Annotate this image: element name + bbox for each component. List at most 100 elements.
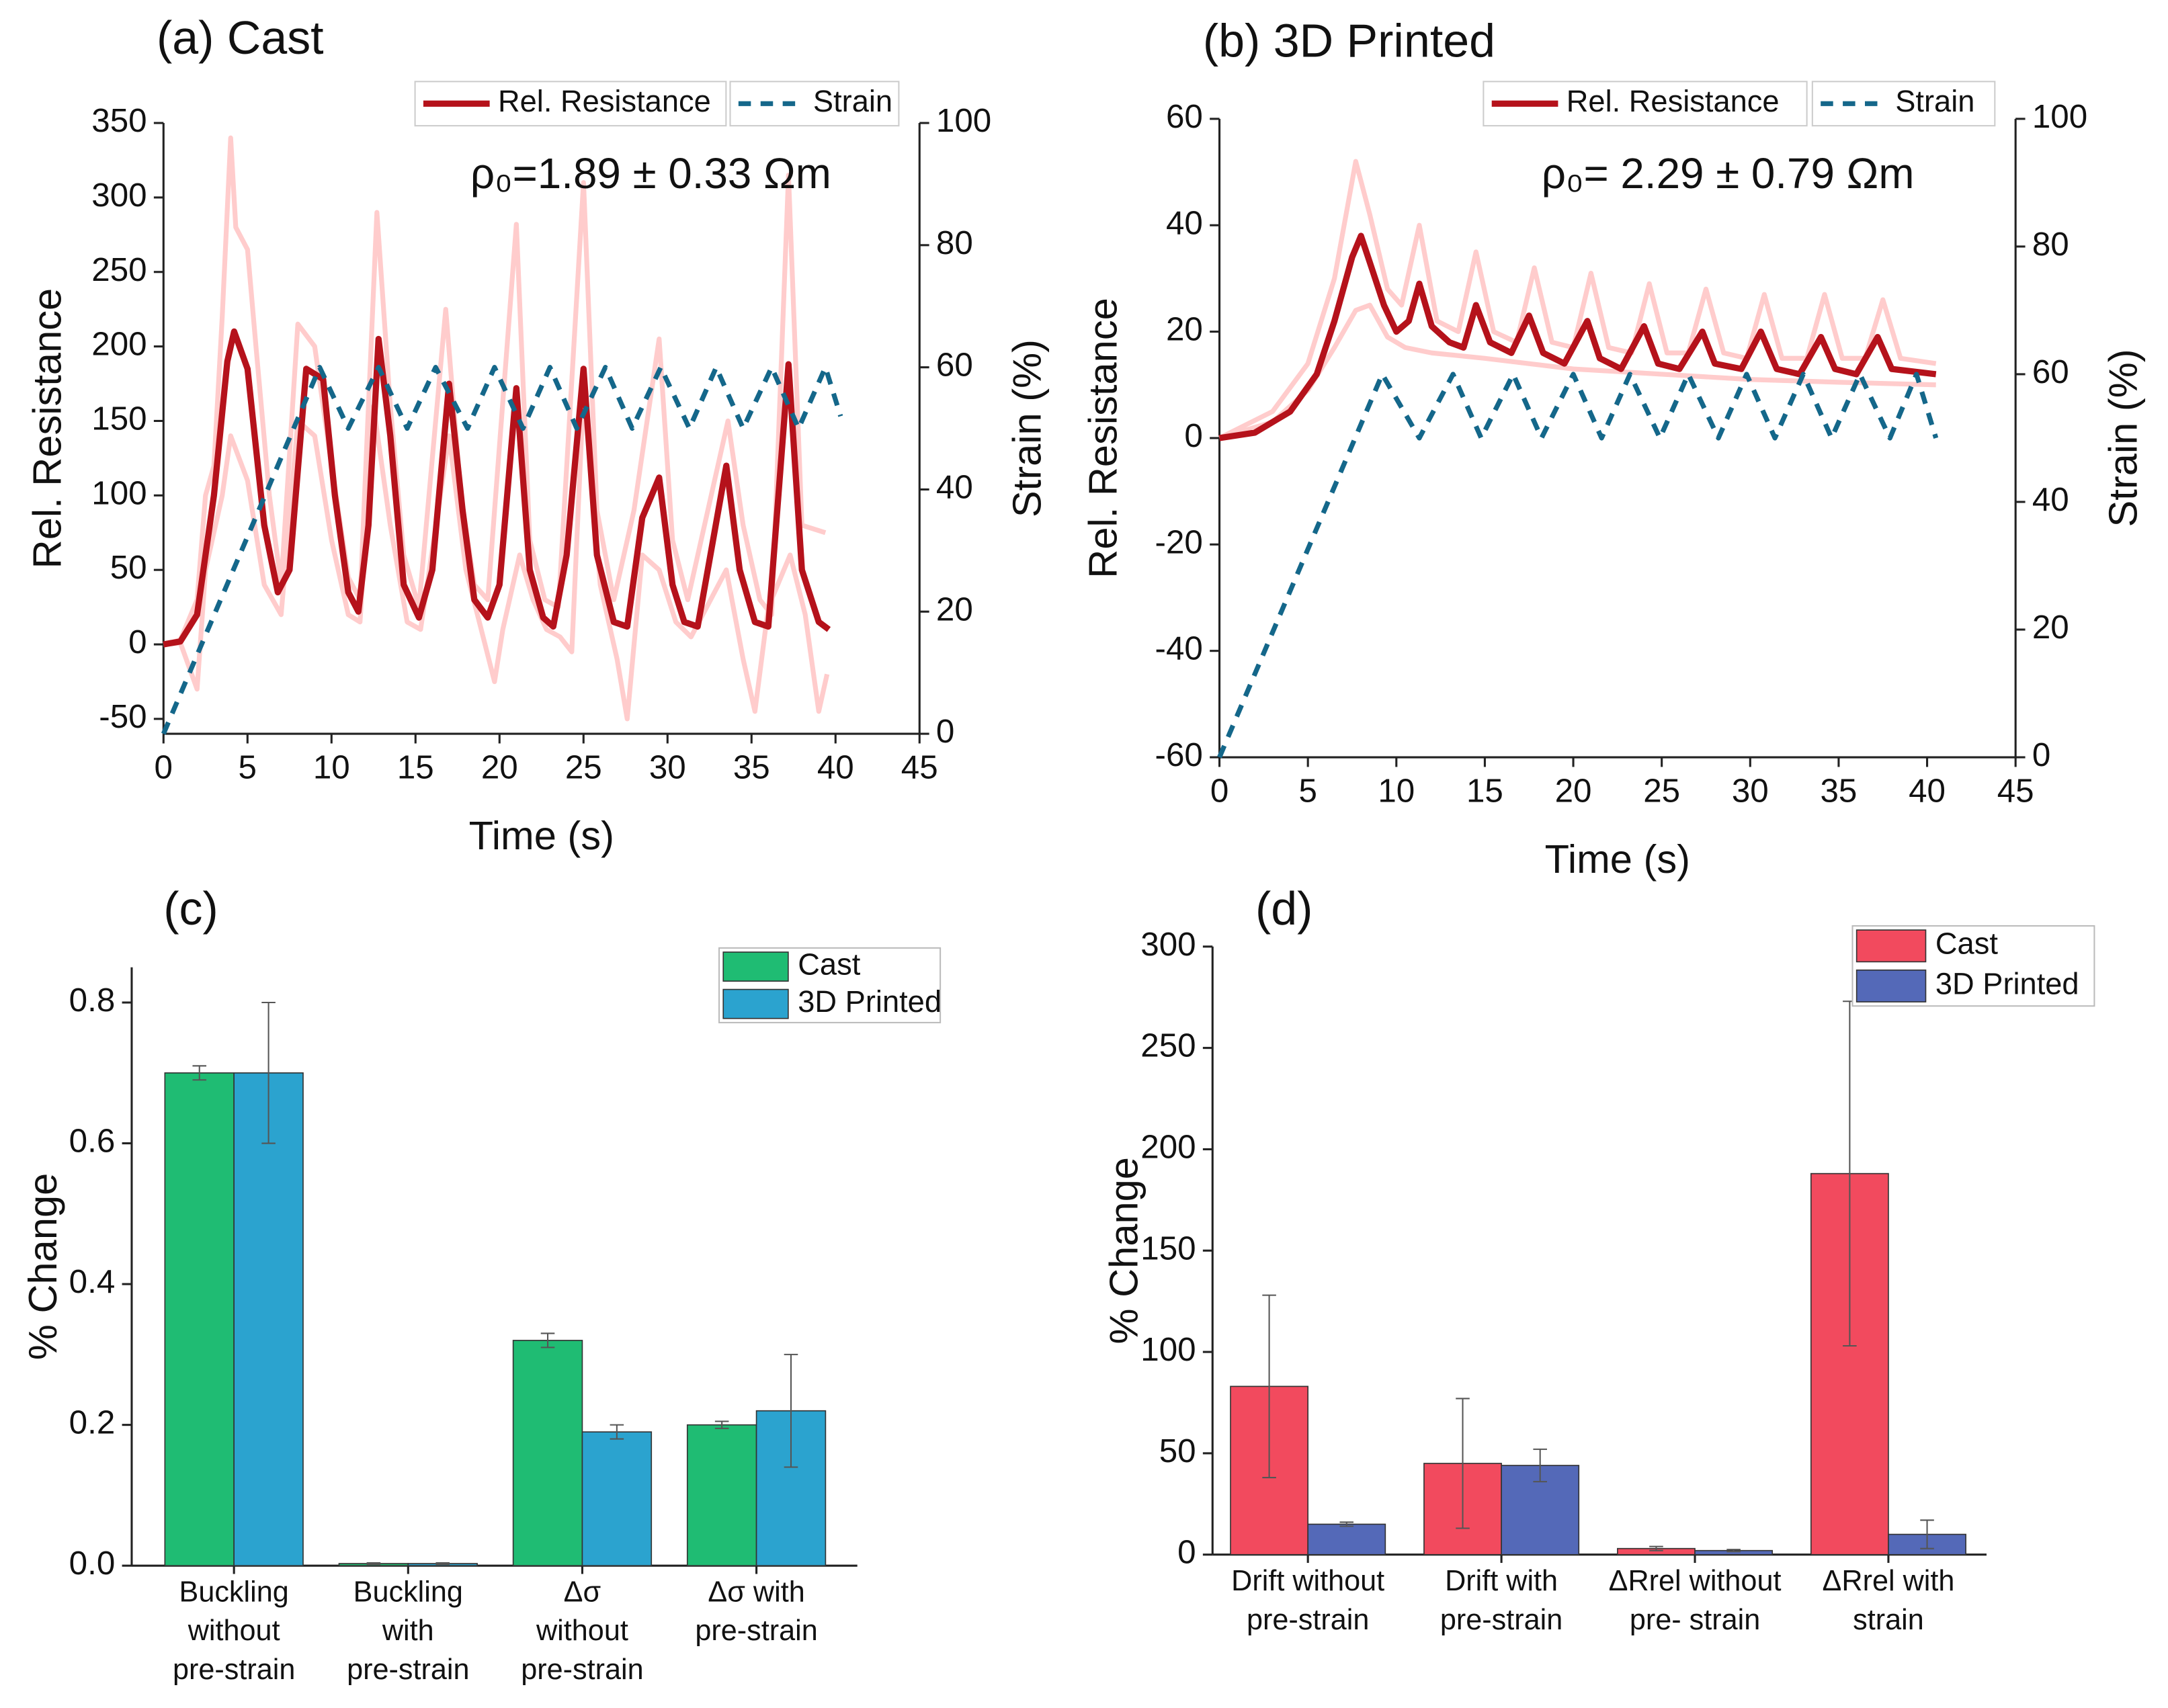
x-tick-label-box: ΔRrel without pre- strain — [1608, 1566, 1782, 1637]
annotation: ρ₀=1.89 ± 0.33 Ωm — [470, 149, 831, 198]
x-tick-label: Buckling with pre-strain — [347, 1576, 470, 1686]
series-line — [161, 365, 843, 735]
y-tick-label: 100 — [2032, 98, 2087, 135]
x-tick-label-box: Buckling with pre-strain — [347, 1576, 470, 1686]
y-tick-label: 100 — [1140, 1331, 1196, 1368]
legend-swatch — [722, 951, 789, 982]
chart-title: (d) — [1255, 882, 1312, 935]
x-tick-label-box: ΔRrel with strain — [1822, 1566, 1955, 1637]
error-bar — [1533, 1448, 1547, 1483]
y-tick-label: 0.8 — [69, 982, 116, 1019]
bar — [581, 1431, 653, 1566]
legend-swatch — [722, 988, 789, 1019]
y-tick-label: 100 — [91, 474, 147, 511]
y-tick-label: -20 — [1155, 523, 1203, 560]
y-tick-label: 60 — [2032, 353, 2069, 390]
y-tick-label: 150 — [91, 400, 147, 437]
legend-label: 3D Printed — [1935, 966, 2079, 1000]
y-tick-label: 20 — [1166, 311, 1203, 348]
x-tick-label-box: Drift without pre-strain — [1231, 1566, 1385, 1637]
x-tick-label: 0 — [1210, 773, 1228, 810]
legend-swatch — [1856, 969, 1927, 1002]
x-tick-label: 10 — [313, 749, 350, 786]
y-tick-label: 0.2 — [69, 1404, 116, 1441]
y-tick-label: 350 — [91, 102, 147, 139]
y-tick-label: 0.0 — [69, 1545, 116, 1582]
x-tick-label: ΔRrel without pre- strain — [1608, 1566, 1782, 1637]
y-tick-label: 150 — [1140, 1230, 1196, 1267]
x-tick-label: 40 — [817, 749, 854, 786]
series-line — [1218, 232, 1937, 441]
error-bar — [540, 1332, 555, 1349]
legend-label: Cast — [798, 947, 860, 982]
x-tick-label: 15 — [1466, 773, 1503, 810]
y-tick-label: 80 — [936, 224, 973, 261]
annotation: ρ₀= 2.29 ± 0.79 Ωm — [1542, 149, 1915, 198]
y-tick-label: 40 — [1166, 204, 1203, 241]
y-tick-label: -50 — [99, 698, 147, 735]
error-bar — [1920, 1519, 1934, 1549]
y-tick-label: 50 — [110, 549, 147, 586]
y-tick-label: 300 — [1140, 926, 1196, 963]
y-tick-label: 40 — [936, 468, 973, 505]
y-axis-label: Rel. Resistance — [24, 288, 69, 569]
y2-axis-label: Strain (%) — [1005, 339, 1050, 517]
x-tick-label: Buckling without pre-strain — [172, 1576, 296, 1686]
error-bar — [1456, 1398, 1470, 1529]
x-tick-label: 10 — [1378, 773, 1415, 810]
y-tick-label: 300 — [91, 177, 147, 214]
band-line — [163, 135, 827, 647]
x-tick-label: Drift without pre-strain — [1231, 1566, 1385, 1637]
error-bar — [1649, 1545, 1663, 1551]
y-tick-label: 0.4 — [69, 1263, 116, 1300]
x-tick-label: Δσ without pre-strain — [521, 1576, 644, 1686]
x-tick-label: 45 — [901, 749, 938, 786]
x-tick-label: 5 — [1298, 773, 1317, 810]
y-tick-label: 60 — [1166, 98, 1203, 135]
chart-title: (a) Cast — [157, 11, 324, 64]
legend-label: Cast — [1935, 927, 1998, 961]
legend-swatch — [1856, 929, 1927, 963]
chart-title: (b) 3D Printed — [1203, 14, 1495, 67]
x-axis-label: Time (s) — [469, 813, 614, 858]
x-tick-label: 45 — [1997, 773, 2034, 810]
error-bar — [261, 1002, 276, 1144]
y-tick-label: -40 — [1155, 630, 1203, 667]
x-tick-label: 40 — [1909, 773, 1946, 810]
chart-title: (c) — [163, 882, 218, 935]
x-axis-label: Time (s) — [1545, 837, 1690, 882]
x-tick-label: Δσ with pre-strain — [695, 1576, 818, 1648]
x-tick-label: ΔRrel with strain — [1822, 1566, 1955, 1637]
y2-axis-label: Strain (%) — [2100, 349, 2145, 527]
band-line — [1218, 159, 1937, 441]
x-tick-label: 30 — [649, 749, 686, 786]
x-tick-label: 30 — [1732, 773, 1769, 810]
y-tick-label: 0 — [1177, 1534, 1196, 1571]
y-tick-label: -60 — [1155, 736, 1203, 773]
bar — [512, 1340, 583, 1566]
y-tick-label: 50 — [1159, 1433, 1196, 1469]
legend-label: Rel. Resistance — [1567, 84, 1780, 118]
legend-label: 3D Printed — [798, 984, 942, 1019]
error-bar — [1262, 1294, 1276, 1479]
y-tick-label: 0 — [936, 713, 954, 750]
y-axis-label: % Change — [1101, 1157, 1146, 1344]
y-axis-label: Rel. Resistance — [1081, 298, 1126, 579]
y-tick-label: 100 — [936, 102, 991, 139]
y-tick-label: 250 — [1140, 1027, 1196, 1064]
bar — [233, 1072, 304, 1566]
y-tick-label: 20 — [2032, 609, 2069, 646]
error-bar — [784, 1353, 798, 1468]
x-tick-label: Drift with pre-strain — [1440, 1566, 1563, 1637]
y-tick-label: 0 — [128, 624, 147, 660]
bar — [686, 1424, 757, 1566]
y-tick-label: 40 — [2032, 481, 2069, 518]
error-bar — [192, 1065, 207, 1081]
bar — [164, 1072, 235, 1566]
error-bar — [714, 1420, 729, 1429]
x-tick-label: 15 — [397, 749, 434, 786]
error-bar — [1339, 1521, 1354, 1527]
x-tick-label: 25 — [565, 749, 602, 786]
